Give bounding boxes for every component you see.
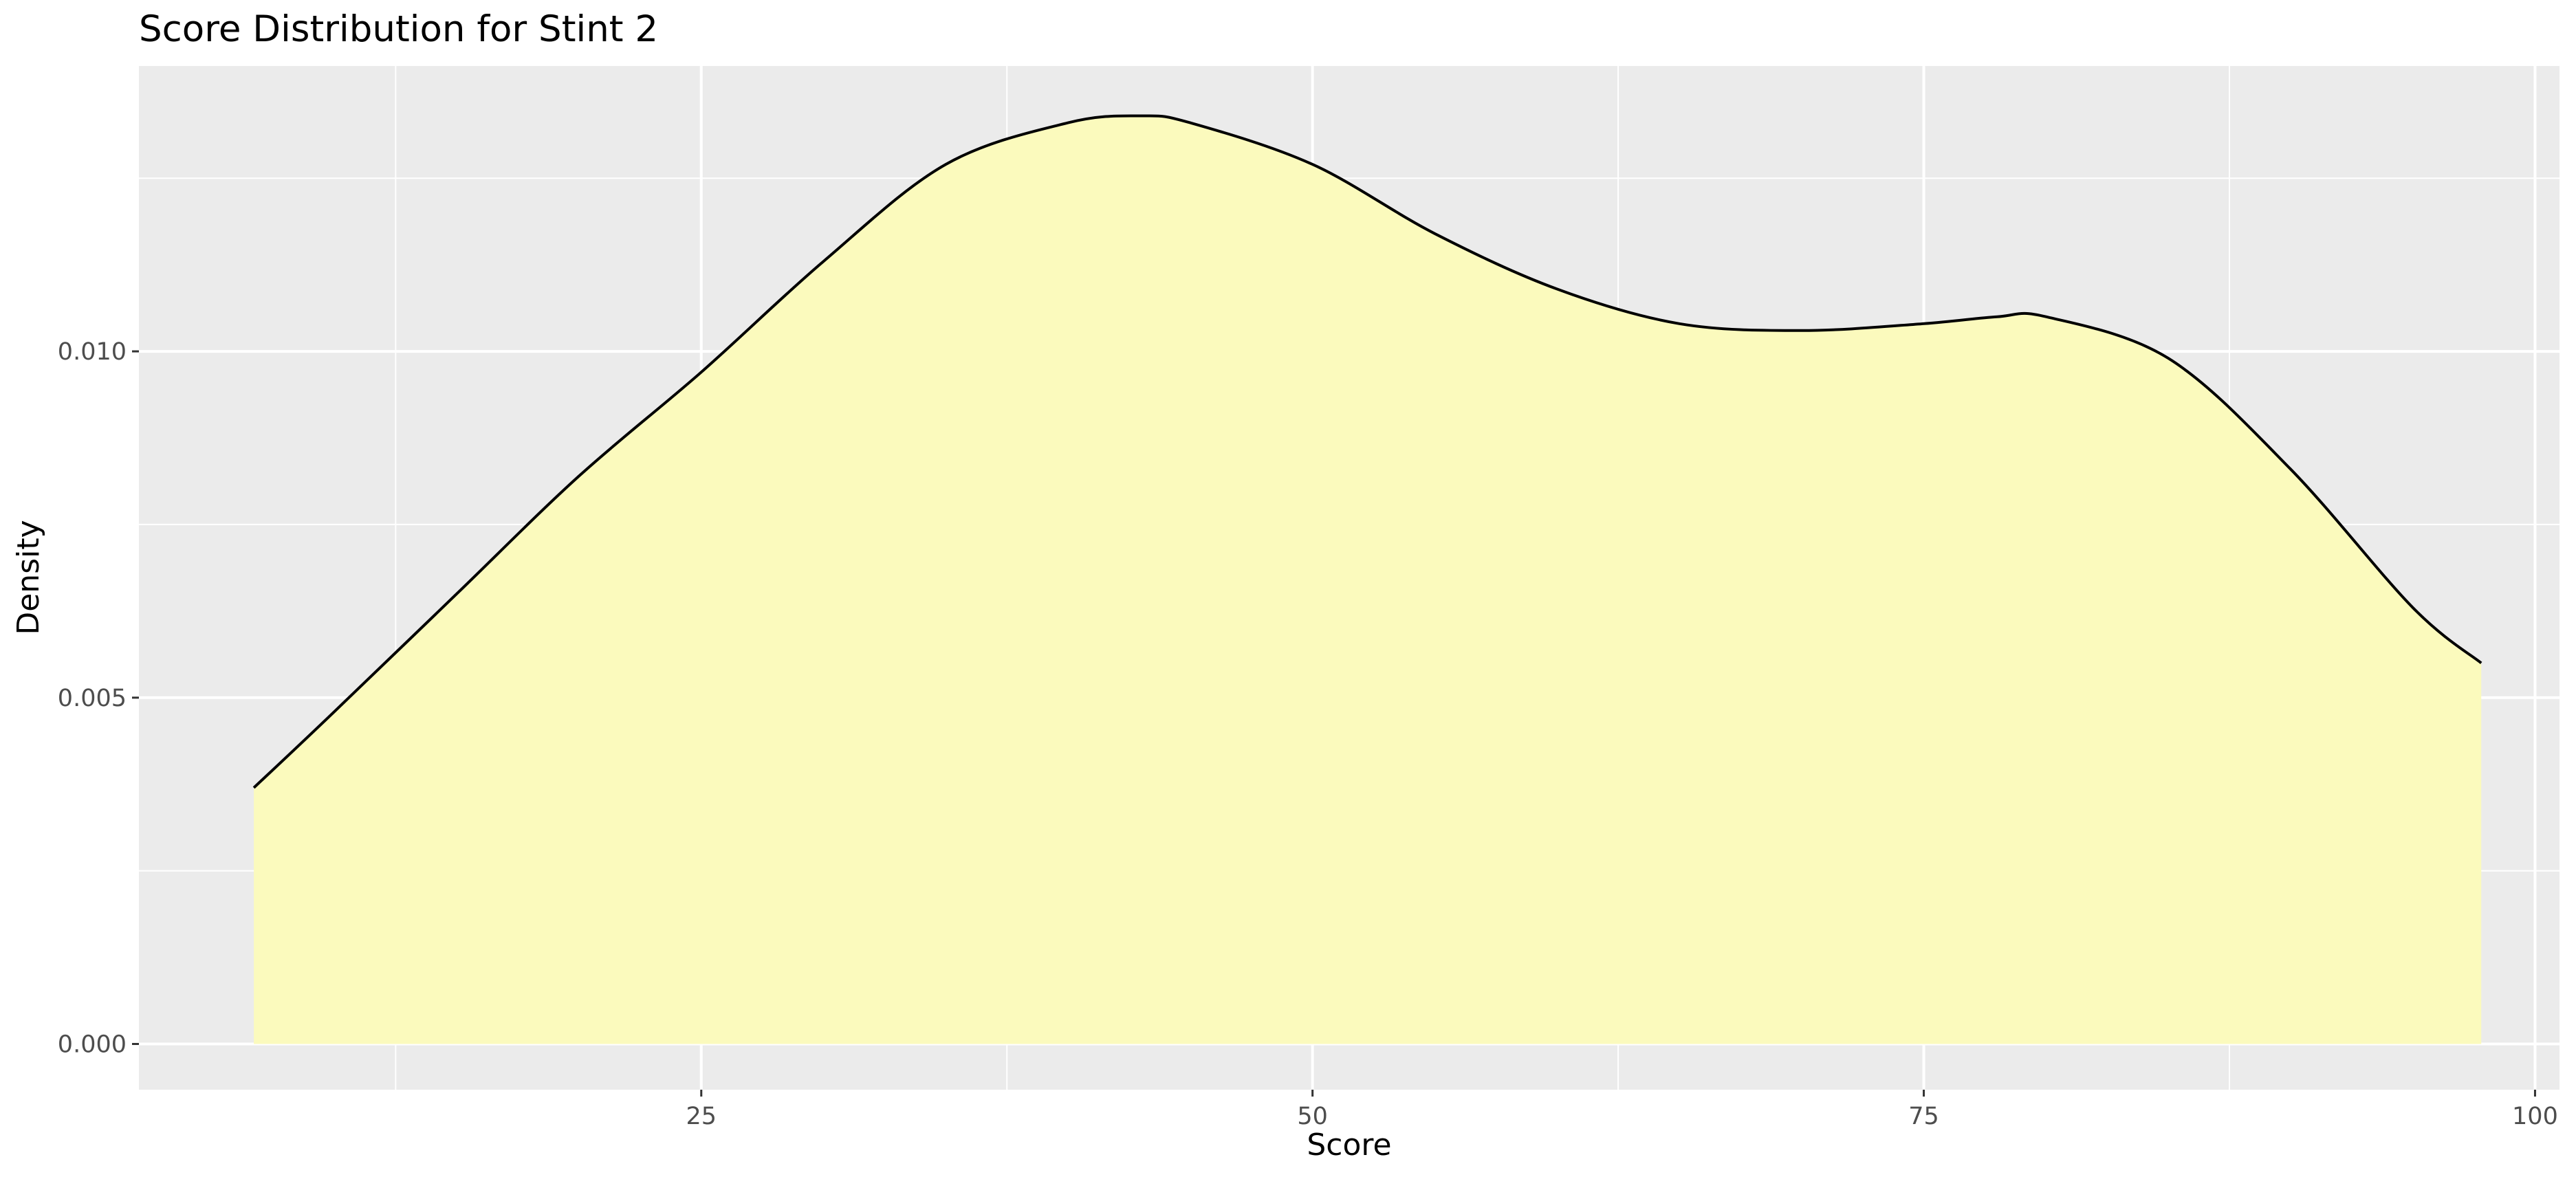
y-tick-label: 0.005 (58, 685, 127, 712)
y-axis-title: Density (11, 520, 46, 635)
x-tick-label: 75 (1908, 1103, 1939, 1130)
x-tick-label: 50 (1297, 1103, 1328, 1130)
y-axis-ticks: 0.000 0.005 0.010 (58, 338, 139, 1059)
y-tick-label: 0.010 (58, 338, 127, 366)
y-tick-label: 0.000 (58, 1031, 127, 1059)
x-axis-ticks: 25 50 75 100 (686, 1090, 2558, 1130)
x-tick-label: 25 (686, 1103, 717, 1130)
density-area-layer (252, 114, 2482, 1044)
density-area-fill (254, 116, 2482, 1044)
density-curve (252, 114, 2482, 789)
x-tick-label: 100 (2512, 1103, 2558, 1130)
x-axis-title: Score (1307, 1128, 1391, 1163)
chart-title: Score Distribution for Stint 2 (139, 8, 658, 50)
